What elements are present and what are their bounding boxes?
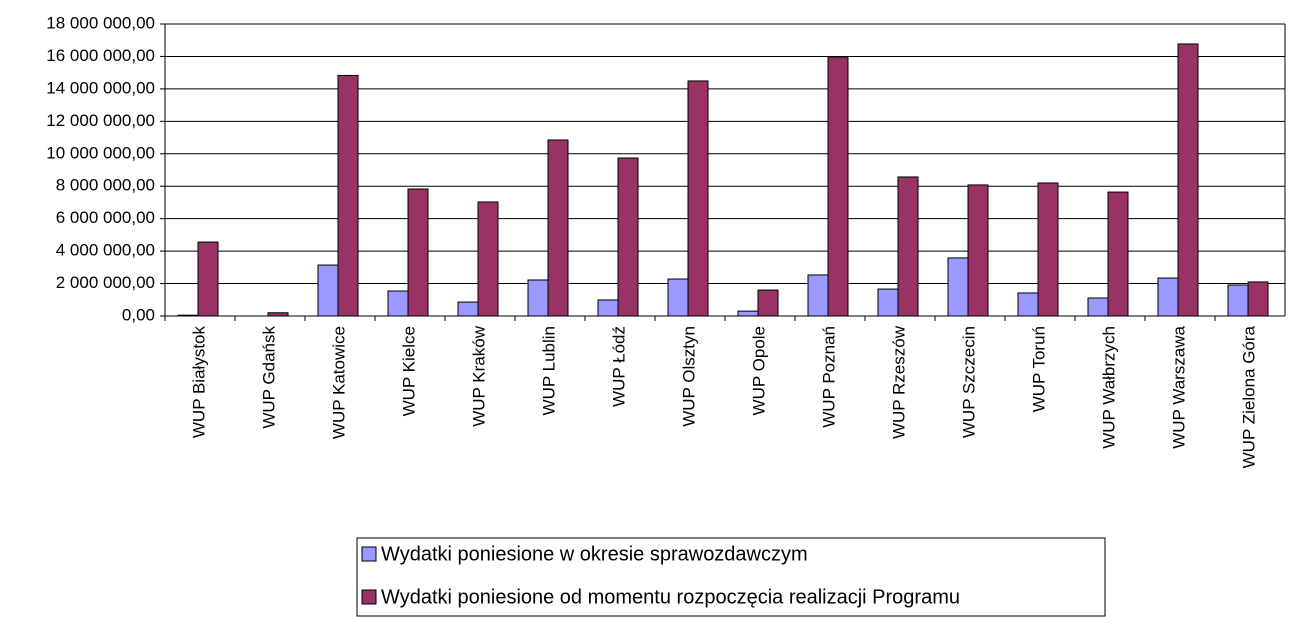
bar <box>737 310 759 317</box>
bar <box>947 257 969 317</box>
bar <box>1227 284 1249 317</box>
x-tick-label: WUP Białystok <box>189 326 208 439</box>
bar <box>1037 182 1059 317</box>
bar <box>527 279 549 317</box>
bar <box>317 264 339 317</box>
x-tick-label: WUP Szczecin <box>959 326 978 438</box>
bar <box>967 184 989 317</box>
bar <box>807 274 829 317</box>
y-tick-label: 16 000 000,00 <box>46 46 155 65</box>
y-tick-label: 0,00 <box>122 305 155 324</box>
x-tick-label: WUP Olsztyn <box>679 326 698 427</box>
y-tick-label: 2 000 000,00 <box>56 273 155 292</box>
bar <box>477 201 499 317</box>
y-tick-label: 12 000 000,00 <box>46 111 155 130</box>
bar <box>197 241 219 317</box>
y-tick-label: 18 000 000,00 <box>46 13 155 32</box>
x-tick-label: WUP Łódź <box>609 326 628 407</box>
y-tick-label: 14 000 000,00 <box>46 78 155 97</box>
x-tick-label: WUP Poznań <box>819 326 838 428</box>
x-tick-label: WUP Kielce <box>399 326 418 416</box>
bar <box>1017 292 1039 317</box>
bar <box>597 299 619 317</box>
bar <box>337 74 359 317</box>
x-tick-label: WUP Warszawa <box>1169 325 1188 448</box>
bar <box>877 288 899 317</box>
bar <box>387 290 409 317</box>
bar <box>1107 191 1129 317</box>
x-tick-label: WUP Katowice <box>329 326 348 439</box>
x-tick-label: WUP Rzeszów <box>889 325 908 439</box>
y-tick-label: 6 000 000,00 <box>56 208 155 227</box>
bar <box>1247 281 1269 317</box>
x-tick-label: WUP Toruń <box>1029 326 1048 412</box>
x-tick-label: WUP Kraków <box>469 325 488 426</box>
bar <box>1157 277 1179 317</box>
bar <box>407 188 429 317</box>
bar <box>897 176 919 317</box>
legend-swatch <box>361 589 377 605</box>
bar <box>667 278 689 317</box>
y-tick-label: 4 000 000,00 <box>56 241 155 260</box>
bar <box>827 56 849 317</box>
x-tick-label: WUP Gdańsk <box>259 326 278 429</box>
bar <box>757 289 779 317</box>
legend-label: Wydatki poniesione od momentu rozpoczęci… <box>381 586 960 608</box>
y-tick-label: 10 000 000,00 <box>46 143 155 162</box>
x-tick-label: WUP Opole <box>749 326 768 415</box>
bar <box>687 80 709 317</box>
bar <box>617 157 639 317</box>
y-tick-label: 8 000 000,00 <box>56 176 155 195</box>
bar <box>547 139 569 317</box>
bar <box>457 301 479 317</box>
legend-label: Wydatki poniesione w okresie sprawozdawc… <box>381 543 808 565</box>
legend-swatch <box>361 546 377 562</box>
x-tick-label: WUP Lublin <box>539 326 558 415</box>
x-tick-label: WUP Wałbrzych <box>1099 326 1118 449</box>
bar <box>1177 43 1199 317</box>
bar <box>1087 297 1109 317</box>
x-tick-label: WUP Zielona Góra <box>1239 325 1258 468</box>
legend-box <box>356 537 1106 617</box>
